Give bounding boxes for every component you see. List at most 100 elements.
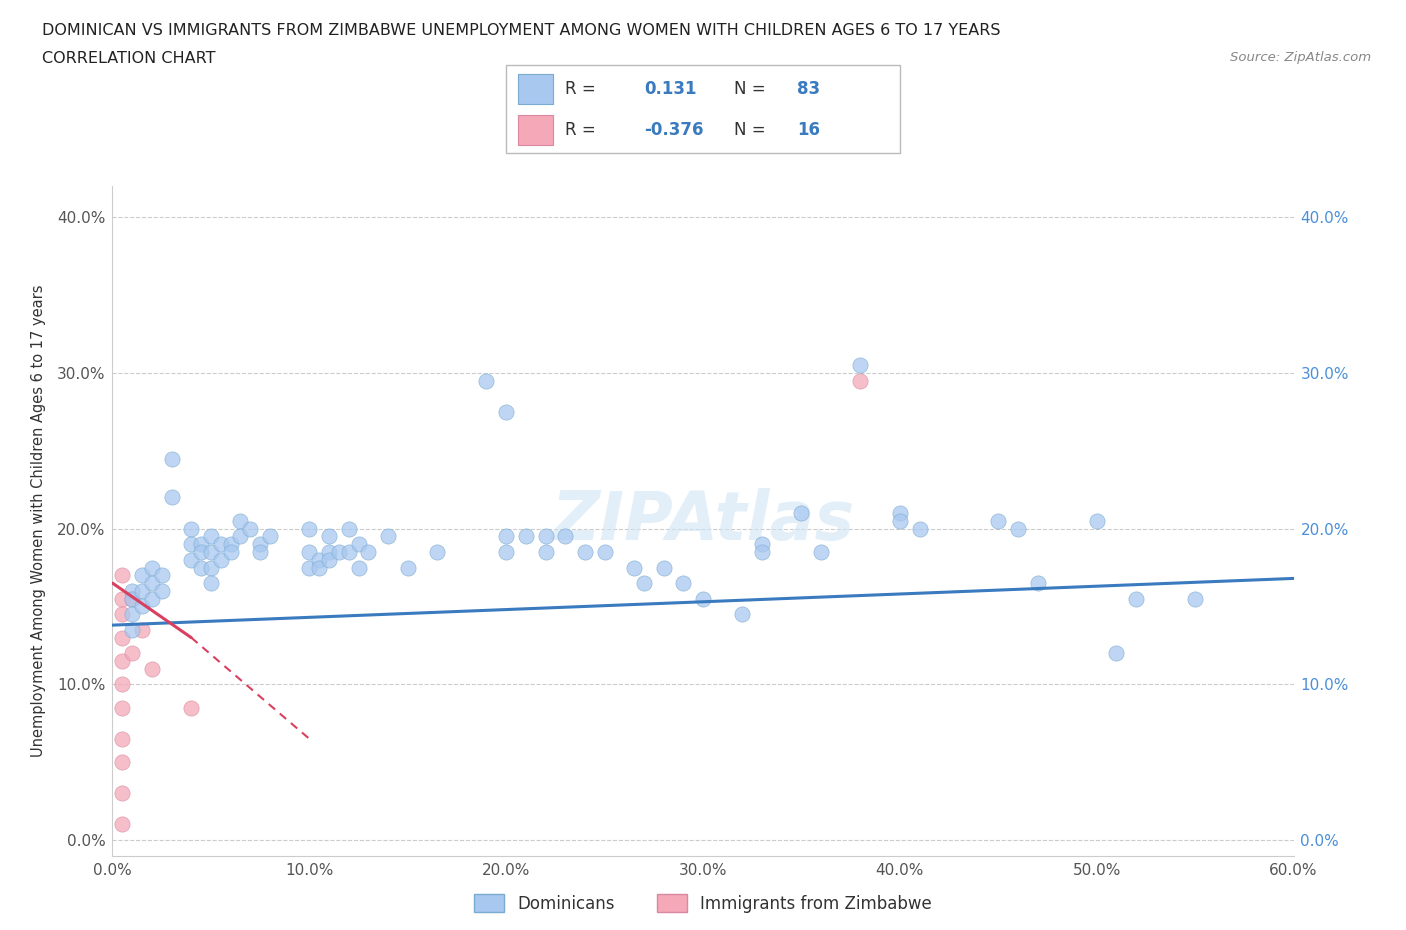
Point — [574, 544, 596, 559]
Point — [357, 544, 380, 559]
Point — [633, 576, 655, 591]
Point — [534, 544, 557, 559]
Point — [229, 529, 252, 544]
Point — [692, 591, 714, 606]
Point — [200, 560, 222, 575]
Point — [249, 537, 271, 551]
Point — [111, 591, 134, 606]
Point — [347, 537, 370, 551]
Point — [219, 537, 242, 551]
Point — [623, 560, 645, 575]
Point — [200, 576, 222, 591]
Point — [219, 544, 242, 559]
Point — [347, 560, 370, 575]
Point — [150, 583, 173, 598]
Point — [298, 560, 321, 575]
Point — [308, 560, 330, 575]
Point — [121, 622, 143, 637]
Point — [111, 654, 134, 669]
Text: 0.131: 0.131 — [644, 80, 696, 98]
Text: N =: N = — [734, 80, 766, 98]
Text: R =: R = — [565, 121, 596, 139]
Point — [987, 513, 1010, 528]
Point — [190, 544, 212, 559]
Point — [849, 373, 872, 388]
Point — [160, 490, 183, 505]
Point — [131, 622, 153, 637]
FancyBboxPatch shape — [517, 74, 554, 104]
Point — [672, 576, 695, 591]
Point — [1105, 645, 1128, 660]
Point — [141, 560, 163, 575]
Point — [495, 405, 517, 419]
FancyBboxPatch shape — [506, 65, 900, 153]
Point — [495, 529, 517, 544]
Point — [111, 631, 134, 645]
Point — [209, 537, 232, 551]
Point — [150, 568, 173, 583]
Point — [790, 506, 813, 521]
Point — [298, 521, 321, 536]
Point — [180, 700, 202, 715]
Point — [141, 591, 163, 606]
Point — [259, 529, 281, 544]
Point — [229, 513, 252, 528]
Point — [534, 529, 557, 544]
Point — [1026, 576, 1049, 591]
Point — [200, 529, 222, 544]
Point — [298, 544, 321, 559]
Legend: Dominicans, Immigrants from Zimbabwe: Dominicans, Immigrants from Zimbabwe — [465, 886, 941, 921]
Point — [121, 591, 143, 606]
Point — [318, 552, 340, 567]
Point — [515, 529, 537, 544]
Point — [495, 544, 517, 559]
Text: 83: 83 — [797, 80, 821, 98]
Point — [426, 544, 449, 559]
Point — [131, 568, 153, 583]
Point — [1085, 513, 1108, 528]
Point — [328, 544, 350, 559]
Point — [131, 583, 153, 598]
Point — [180, 537, 202, 551]
Point — [111, 677, 134, 692]
Point — [180, 521, 202, 536]
Point — [318, 544, 340, 559]
Point — [337, 544, 360, 559]
Point — [810, 544, 832, 559]
Point — [131, 599, 153, 614]
Y-axis label: Unemployment Among Women with Children Ages 6 to 17 years: Unemployment Among Women with Children A… — [31, 285, 46, 757]
Text: DOMINICAN VS IMMIGRANTS FROM ZIMBABWE UNEMPLOYMENT AMONG WOMEN WITH CHILDREN AGE: DOMINICAN VS IMMIGRANTS FROM ZIMBABWE UN… — [42, 23, 1001, 38]
Text: ZIPAtlas: ZIPAtlas — [551, 488, 855, 553]
Text: CORRELATION CHART: CORRELATION CHART — [42, 51, 215, 66]
Point — [121, 583, 143, 598]
Point — [908, 521, 931, 536]
Point — [337, 521, 360, 536]
Point — [593, 544, 616, 559]
Point — [200, 544, 222, 559]
Point — [111, 568, 134, 583]
Text: -0.376: -0.376 — [644, 121, 703, 139]
Point — [751, 544, 773, 559]
Point — [180, 552, 202, 567]
Point — [751, 537, 773, 551]
Point — [190, 537, 212, 551]
Point — [554, 529, 576, 544]
Point — [121, 645, 143, 660]
Point — [111, 606, 134, 621]
FancyBboxPatch shape — [517, 114, 554, 145]
Text: 16: 16 — [797, 121, 821, 139]
Point — [111, 700, 134, 715]
Text: Source: ZipAtlas.com: Source: ZipAtlas.com — [1230, 51, 1371, 64]
Point — [121, 606, 143, 621]
Point — [121, 591, 143, 606]
Point — [1007, 521, 1029, 536]
Point — [1125, 591, 1147, 606]
Point — [889, 506, 911, 521]
Point — [377, 529, 399, 544]
Point — [849, 358, 872, 373]
Point — [239, 521, 262, 536]
Point — [141, 661, 163, 676]
Point — [111, 731, 134, 746]
Text: R =: R = — [565, 80, 596, 98]
Point — [396, 560, 419, 575]
